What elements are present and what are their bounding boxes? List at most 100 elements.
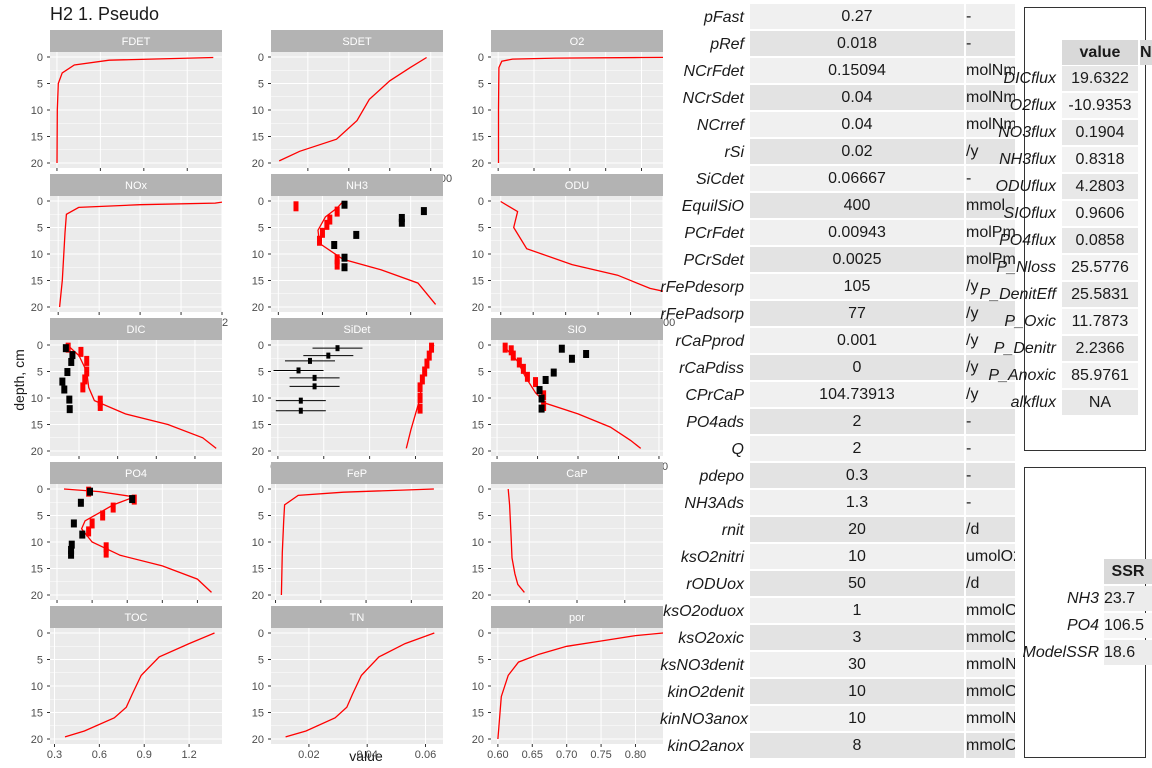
- y-tick-label: 10: [252, 537, 264, 549]
- flux-value: 0.1904: [1062, 120, 1138, 145]
- observation-point: [62, 344, 69, 353]
- y-tick-label: 0: [478, 196, 484, 208]
- flux-name: P_Oxic: [1004, 313, 1056, 330]
- parameter-row: NCrFdet 0.15094molNmolC: [660, 58, 1015, 85]
- y-tick-label: 0: [478, 628, 484, 640]
- observation-point: [341, 253, 348, 262]
- parameter-value: 0.04: [750, 85, 964, 110]
- flux-value: 4.2803: [1062, 174, 1138, 199]
- y-tick-label: 15: [31, 132, 43, 144]
- panel-strip-label: PO4: [125, 468, 147, 480]
- y-tick-label: 20: [252, 590, 264, 602]
- y-tick-label: 20: [31, 590, 43, 602]
- parameter-unit: /y: [966, 355, 1015, 380]
- panel-strip-label: SDET: [342, 36, 372, 48]
- parameter-row: ksO2oxic 3mmolO2: [660, 625, 1015, 652]
- y-tick-label: 15: [472, 564, 484, 576]
- y-tick-label: 0: [258, 340, 264, 352]
- observation-box: [103, 542, 109, 553]
- panel-strip-label: O2: [570, 36, 585, 48]
- panel-strip: [491, 318, 663, 340]
- y-tick-label: 10: [31, 537, 43, 549]
- panel-marks: [273, 342, 435, 449]
- observation-point: [77, 498, 84, 507]
- parameter-row: pdepo 0.3-: [660, 463, 1015, 490]
- panel-strip-label: SiDet: [344, 324, 371, 336]
- parameter-unit: mmolO2: [966, 733, 1015, 758]
- parameter-row: ksNO3denit 30mmolNO3: [660, 652, 1015, 679]
- flux-name: PO4flux: [999, 232, 1056, 249]
- observation-box: [89, 518, 95, 529]
- parameter-name: rCaPdiss: [679, 360, 744, 377]
- x-tick-label: 0.04: [356, 749, 377, 761]
- y-tick-label: 10: [472, 105, 484, 117]
- flux-value: 25.5776: [1062, 255, 1138, 280]
- y-tick-label: 10: [252, 393, 264, 405]
- parameter-row: PO4ads 2-: [660, 409, 1015, 436]
- observation-box: [426, 350, 432, 361]
- model-line: [405, 344, 435, 449]
- model-line: [502, 345, 642, 449]
- model-line: [64, 632, 215, 738]
- parameter-row: SiCdet 0.06667-: [660, 166, 1015, 193]
- panel-strip: [271, 174, 443, 196]
- observation-point: [129, 495, 136, 504]
- model-line: [63, 488, 212, 593]
- flux-name: ODUflux: [995, 178, 1056, 195]
- model-line: [58, 201, 222, 308]
- model-line: [500, 200, 663, 292]
- x-tick-label: 0.02: [298, 749, 319, 761]
- parameter-unit: -: [966, 31, 1015, 56]
- parameter-row: kinO2denit 10mmolO2: [660, 679, 1015, 706]
- panel-strip: [491, 462, 663, 484]
- observation-point: [326, 352, 331, 359]
- observation-point: [398, 218, 405, 227]
- parameter-row: rFePdesorp 105/y: [660, 274, 1015, 301]
- panel-strip: [50, 30, 222, 52]
- parameter-name: NCrFdet: [683, 63, 744, 80]
- panel-strip-label: CaP: [566, 468, 587, 480]
- parameter-row: ksO2nitri 10umolO2: [660, 544, 1015, 571]
- parameter-row: kinNO3anox10mmolNO3: [660, 706, 1015, 733]
- observation-point: [298, 397, 303, 404]
- flux-name: P_Denitr: [993, 340, 1056, 357]
- y-tick-label: 5: [37, 655, 43, 667]
- observation-point: [64, 368, 71, 377]
- parameter-row: NCrref 0.04molNmolC: [660, 112, 1015, 139]
- parameter-unit: umolO2: [966, 544, 1015, 569]
- y-tick-label: 20: [31, 446, 43, 458]
- flux-name: SIOflux: [1003, 205, 1056, 222]
- parameter-row: NCrSdet 0.04molNmolC: [660, 85, 1015, 112]
- parameter-row: EquilSiO 400 mmol: [660, 193, 1015, 220]
- parameter-name: rSi: [724, 144, 744, 161]
- parameter-row: pRef 0.018-: [660, 31, 1015, 58]
- flux-name: P_DenitEff: [979, 286, 1056, 303]
- parameter-row: kinO2anox 8mmolO2: [660, 733, 1015, 760]
- observation-point: [307, 357, 312, 364]
- parameter-value: 105: [750, 274, 964, 299]
- parameter-unit: mmolO2: [966, 598, 1015, 623]
- panel-strip-label: SIO: [568, 324, 587, 336]
- y-tick-label: 5: [478, 223, 484, 235]
- y-tick-label: 20: [252, 446, 264, 458]
- panel-marks: [58, 201, 222, 308]
- parameter-name: ksNO3denit: [660, 657, 744, 674]
- flux-value: NA: [1062, 390, 1138, 415]
- observation-point: [568, 354, 575, 363]
- observation-box: [103, 547, 109, 558]
- panel-marks: [497, 632, 663, 740]
- observation-point: [59, 377, 66, 386]
- observation-box: [417, 382, 423, 393]
- observation-box: [417, 403, 423, 414]
- parameter-unit: molPmolC: [966, 220, 1015, 245]
- observation-box: [524, 371, 530, 382]
- y-tick-label: 10: [252, 105, 264, 117]
- observation-point: [538, 404, 545, 413]
- observation-point: [420, 207, 427, 216]
- model-line: [497, 56, 663, 163]
- parameter-name: Q: [731, 441, 744, 458]
- y-tick-label: 10: [31, 249, 43, 261]
- parameter-value: 0.15094: [750, 58, 964, 83]
- parameter-unit: -: [966, 4, 1015, 29]
